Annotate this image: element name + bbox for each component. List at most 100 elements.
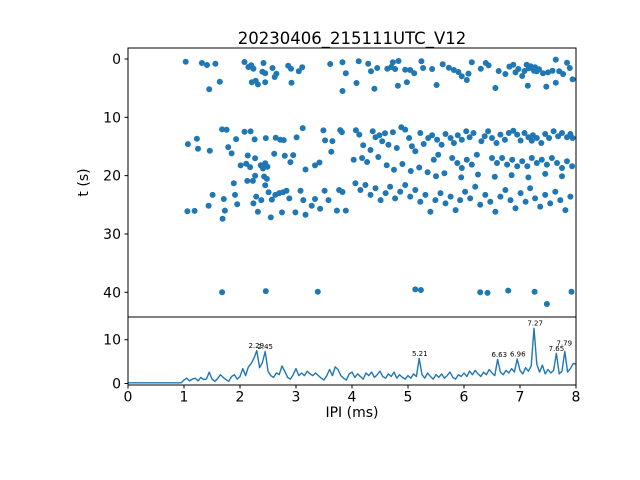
scatter-point bbox=[433, 173, 439, 180]
scatter-point bbox=[392, 66, 399, 72]
scatter-point bbox=[564, 59, 570, 66]
scatter-point bbox=[454, 132, 461, 139]
scatter-point bbox=[268, 196, 275, 203]
scatter-point bbox=[244, 177, 251, 184]
scatter-point bbox=[528, 137, 535, 144]
peak-annotation: 6.63 bbox=[491, 351, 507, 359]
scatter-point bbox=[525, 174, 532, 181]
scatter-point bbox=[241, 128, 248, 135]
scatter-point bbox=[533, 160, 540, 166]
scatter-point bbox=[219, 126, 226, 133]
scatter-point bbox=[533, 135, 540, 141]
scatter-point bbox=[402, 126, 409, 133]
scatter-point bbox=[552, 56, 559, 63]
scatter-point bbox=[555, 133, 562, 140]
scatter-point bbox=[219, 289, 226, 296]
scatter-point bbox=[250, 200, 257, 207]
scatter-point bbox=[467, 195, 474, 202]
scatter-point bbox=[478, 138, 485, 145]
scatter-point bbox=[283, 187, 290, 194]
scatter-point bbox=[371, 85, 378, 92]
scatter-point bbox=[382, 190, 389, 197]
scatter-point bbox=[514, 131, 521, 138]
scatter-point bbox=[206, 86, 213, 93]
scatter-point bbox=[466, 134, 473, 141]
scatter-point bbox=[387, 183, 394, 190]
scatter-point bbox=[547, 200, 554, 207]
scatter-point bbox=[450, 140, 457, 146]
scatter-point bbox=[263, 175, 270, 182]
scatter-point bbox=[505, 130, 512, 136]
scatter-point bbox=[385, 141, 392, 148]
scatter-point bbox=[352, 180, 359, 187]
y-tick-label: 40 bbox=[103, 285, 121, 301]
scatter-point bbox=[262, 79, 269, 86]
scatter-point bbox=[468, 59, 475, 66]
scatter-point bbox=[554, 160, 560, 166]
scatter-point bbox=[447, 193, 454, 200]
scatter-point bbox=[509, 156, 516, 163]
scatter-point bbox=[286, 195, 293, 202]
scatter-point bbox=[497, 131, 504, 138]
scatter-point bbox=[302, 166, 309, 173]
scatter-point bbox=[542, 191, 549, 198]
scatter-point bbox=[379, 138, 386, 145]
scatter-point bbox=[424, 169, 431, 176]
scatter-point bbox=[316, 159, 323, 166]
scatter-point bbox=[191, 207, 198, 214]
scatter-point bbox=[368, 68, 374, 75]
scatter-point bbox=[445, 64, 452, 71]
scatter-point bbox=[262, 288, 269, 295]
scatter-point bbox=[342, 207, 349, 214]
scatter-point bbox=[302, 211, 309, 218]
scatter-point bbox=[367, 191, 374, 198]
scatter-point bbox=[262, 135, 269, 142]
scatter-point bbox=[481, 133, 488, 140]
scatter-point bbox=[265, 189, 272, 196]
scatter-point bbox=[327, 61, 334, 67]
scatter-point bbox=[402, 66, 409, 73]
scatter-point bbox=[435, 151, 442, 158]
scatter-point bbox=[220, 196, 227, 202]
scatter-point bbox=[427, 208, 434, 215]
x-tick-label: 7 bbox=[516, 390, 525, 406]
x-tick-label: 3 bbox=[292, 390, 301, 406]
scatter-point bbox=[369, 128, 376, 135]
y-axis-label: t (s) bbox=[76, 168, 92, 196]
scatter-point bbox=[206, 147, 213, 154]
plot-title: 20230406_215111UTC_V12 bbox=[238, 29, 466, 49]
scatter-point bbox=[552, 79, 559, 86]
scatter-point bbox=[228, 150, 235, 157]
scatter-point bbox=[243, 160, 250, 167]
scatter-point bbox=[470, 130, 477, 136]
scatter-point bbox=[375, 154, 382, 160]
scatter-point bbox=[492, 85, 499, 91]
scatter-point bbox=[230, 180, 237, 187]
scatter-point bbox=[527, 185, 534, 192]
scatter-point bbox=[458, 73, 465, 80]
scatter-point bbox=[472, 183, 479, 190]
scatter-point bbox=[502, 71, 509, 77]
scatter-point bbox=[442, 131, 449, 137]
scatter-point bbox=[468, 161, 475, 168]
scatter-point bbox=[279, 209, 285, 216]
scatter-point bbox=[507, 197, 514, 204]
scatter-point bbox=[241, 59, 248, 65]
scatter-point bbox=[491, 173, 498, 180]
scatter-point bbox=[271, 150, 278, 157]
scatter-point bbox=[403, 79, 410, 86]
ipi-histogram-line bbox=[128, 327, 577, 384]
scatter-point bbox=[395, 58, 402, 64]
scatter-point bbox=[365, 60, 372, 67]
scatter-point bbox=[389, 59, 396, 66]
scatter-point bbox=[536, 66, 542, 73]
scatter-point bbox=[463, 128, 470, 135]
scatter-point bbox=[465, 70, 472, 77]
scatter-point bbox=[314, 288, 321, 295]
x-tick-label: 4 bbox=[348, 390, 357, 406]
y-tick-label: 10 bbox=[103, 110, 121, 126]
scatter-point bbox=[557, 197, 564, 204]
scatter-point bbox=[299, 64, 306, 71]
scatter-point bbox=[487, 198, 494, 205]
y-tick-label: 30 bbox=[103, 227, 121, 243]
